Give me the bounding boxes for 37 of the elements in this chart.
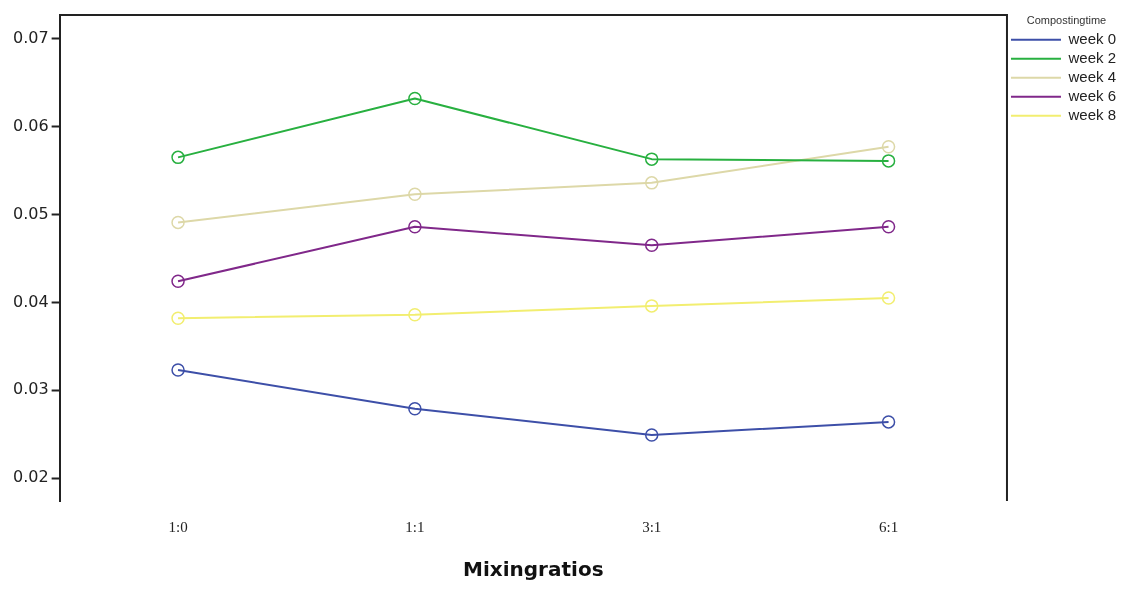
- y-tick-label: 0.06: [13, 115, 49, 135]
- x-tick-label: 1:0: [168, 518, 188, 535]
- y-tick-label: 0.03: [13, 379, 49, 399]
- legend-label: week 6: [1067, 86, 1116, 104]
- legend-title: Compostingtime: [1026, 13, 1107, 26]
- legend-label: week 4: [1067, 67, 1116, 85]
- point: [881, 415, 896, 429]
- point: [408, 91, 422, 106]
- x-tick-label: 1:1: [405, 518, 425, 535]
- y-tick-label: 0.02: [13, 467, 49, 487]
- point: [881, 140, 896, 154]
- point: [408, 187, 422, 202]
- y-tick-label: 0.04: [13, 291, 49, 311]
- point: [408, 401, 422, 416]
- point: [408, 220, 422, 234]
- legend-label: week 8: [1067, 105, 1116, 123]
- legend-label: week 2: [1067, 48, 1116, 66]
- point: [171, 150, 185, 165]
- x-axis-title: Mixingratios: [463, 557, 604, 582]
- point: [644, 152, 659, 166]
- x-tick-label: 6:1: [878, 518, 899, 535]
- point: [881, 220, 896, 234]
- y-tick-label: 0.05: [13, 203, 49, 223]
- point: [644, 299, 659, 313]
- point: [171, 274, 185, 289]
- point: [881, 154, 896, 168]
- point: [171, 215, 185, 230]
- legend-label: week 0: [1067, 29, 1116, 47]
- point: [644, 176, 659, 190]
- point: [408, 307, 422, 322]
- y-tick-label: 0.07: [13, 27, 49, 47]
- point: [644, 428, 659, 442]
- x-tick-label: 3:1: [642, 518, 662, 535]
- point: [171, 363, 185, 377]
- point: [171, 311, 185, 325]
- point: [644, 238, 659, 253]
- point: [881, 291, 896, 305]
